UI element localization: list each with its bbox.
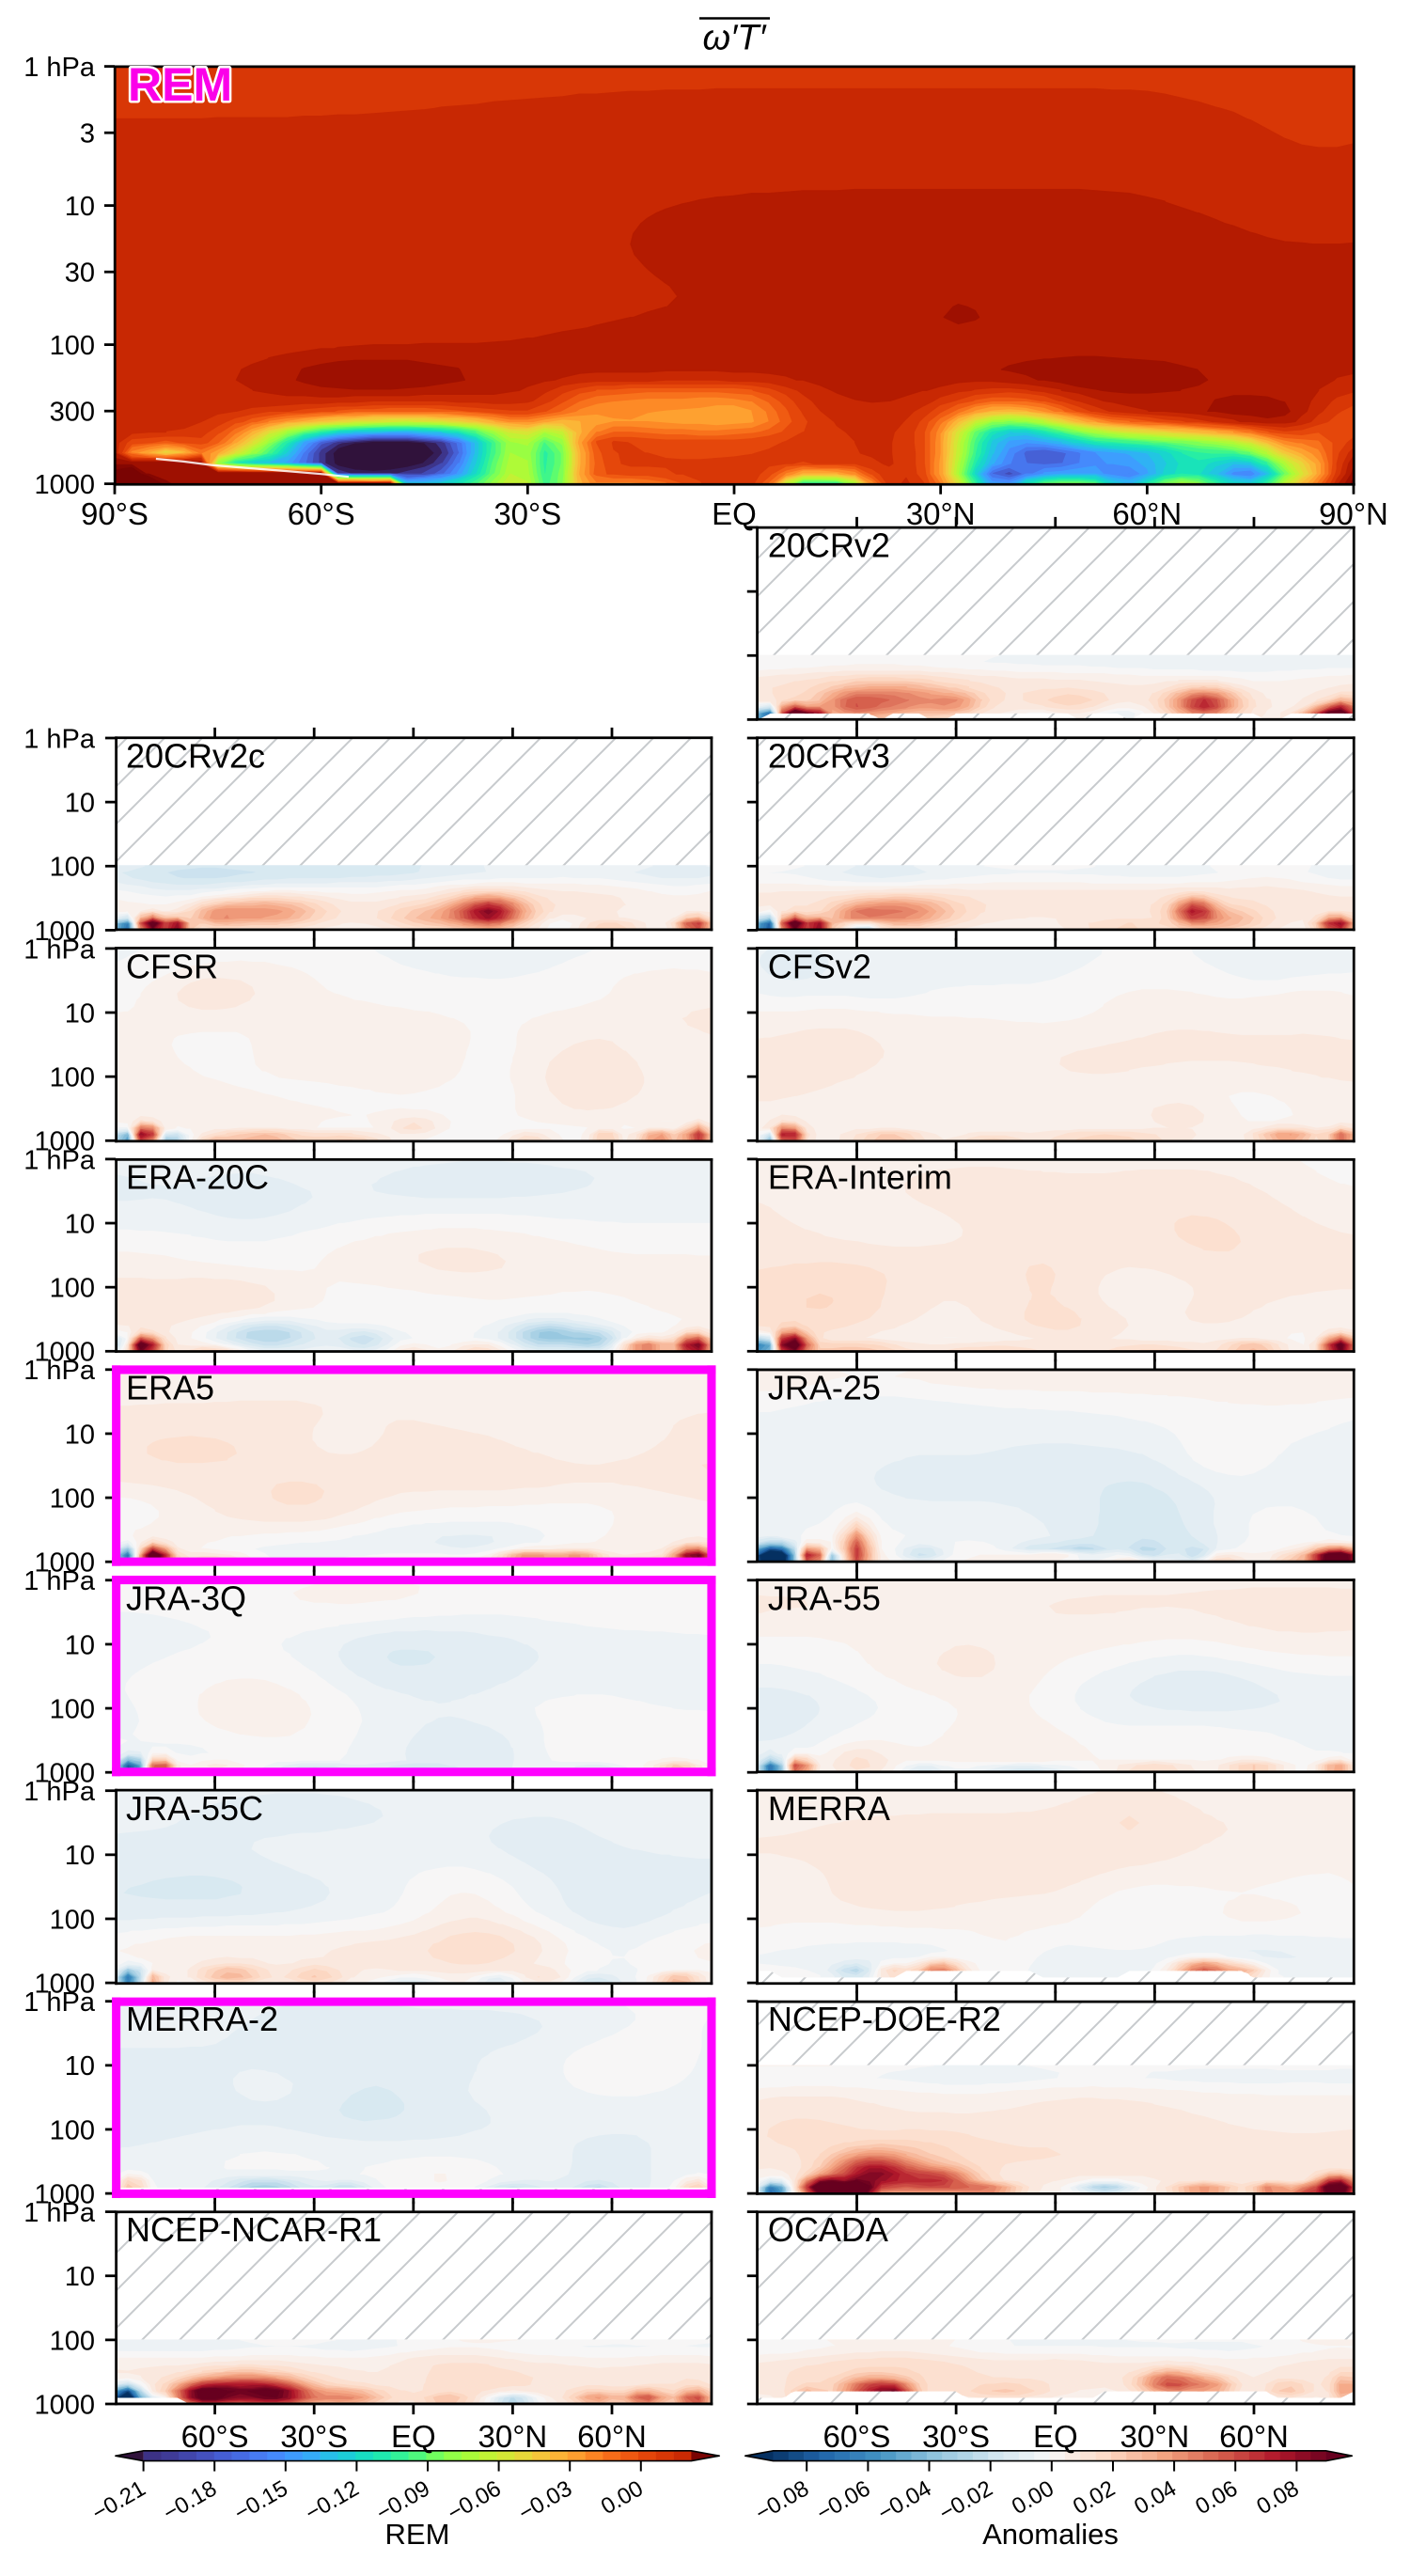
svg-text:10: 10	[65, 192, 95, 222]
svg-text:90°S: 90°S	[81, 496, 149, 531]
svg-text:100: 100	[50, 2115, 95, 2145]
svg-text:1 hPa: 1 hPa	[24, 935, 96, 965]
svg-text:CFSR: CFSR	[126, 947, 218, 985]
svg-text:1000: 1000	[34, 1759, 95, 1789]
svg-text:1000: 1000	[34, 917, 95, 947]
svg-text:1000: 1000	[34, 1548, 95, 1579]
svg-text:1 hPa: 1 hPa	[24, 1566, 96, 1596]
svg-text:1 hPa: 1 hPa	[24, 53, 96, 83]
svg-text:100: 100	[50, 1274, 95, 1304]
svg-text:EQ: EQ	[391, 2419, 436, 2454]
svg-text:−0.21: −0.21	[88, 2475, 150, 2526]
svg-text:90°N: 90°N	[1319, 496, 1388, 531]
svg-text:10: 10	[65, 1420, 95, 1450]
svg-text:1000: 1000	[34, 2390, 95, 2420]
svg-text:MERRA: MERRA	[768, 1789, 890, 1828]
svg-text:−0.04: −0.04	[873, 2475, 935, 2526]
svg-text:OCADA: OCADA	[768, 2210, 888, 2249]
svg-text:−0.06: −0.06	[812, 2475, 874, 2526]
svg-text:60°N: 60°N	[577, 2419, 647, 2454]
svg-text:30°S: 30°S	[922, 2419, 990, 2454]
svg-text:0.06: 0.06	[1191, 2475, 1242, 2520]
svg-text:100: 100	[50, 2326, 95, 2356]
svg-text:EQ: EQ	[712, 496, 757, 531]
svg-text:−0.12: −0.12	[301, 2475, 363, 2526]
svg-text:100: 100	[50, 1695, 95, 1725]
svg-text:20CRv3: 20CRv3	[768, 737, 890, 776]
svg-text:0.00: 0.00	[597, 2475, 648, 2520]
svg-text:−0.06: −0.06	[444, 2475, 506, 2526]
svg-text:100: 100	[50, 331, 95, 361]
svg-text:1000: 1000	[34, 470, 95, 500]
svg-text:60°S: 60°S	[288, 496, 355, 531]
svg-text:ERA-20C: ERA-20C	[126, 1157, 269, 1196]
svg-text:10: 10	[65, 1630, 95, 1660]
svg-text:0.08: 0.08	[1252, 2475, 1303, 2520]
svg-text:100: 100	[50, 853, 95, 883]
svg-text:1000: 1000	[34, 1970, 95, 2000]
svg-text:100: 100	[50, 1063, 95, 1093]
svg-text:−0.03: −0.03	[514, 2475, 576, 2526]
svg-text:1000: 1000	[34, 1338, 95, 1368]
svg-text:20CRv2c: 20CRv2c	[126, 737, 265, 776]
svg-text:REM: REM	[128, 58, 232, 111]
svg-text:ERA5: ERA5	[126, 1368, 214, 1406]
svg-text:NCEP-DOE-R2: NCEP-DOE-R2	[768, 2000, 1001, 2038]
svg-text:REM: REM	[385, 2518, 450, 2551]
svg-text:1 hPa: 1 hPa	[24, 724, 96, 754]
svg-text:1 hPa: 1 hPa	[24, 1987, 96, 2018]
svg-text:JRA-55: JRA-55	[768, 1579, 881, 1617]
svg-text:1 hPa: 1 hPa	[24, 1356, 96, 1386]
svg-text:10: 10	[65, 998, 95, 1029]
svg-text:60°N: 60°N	[1219, 2419, 1289, 2454]
svg-text:10: 10	[65, 1209, 95, 1239]
svg-text:100: 100	[50, 1484, 95, 1515]
svg-text:1 hPa: 1 hPa	[24, 1145, 96, 1175]
svg-text:−0.15: −0.15	[230, 2475, 292, 2526]
svg-text:60°S: 60°S	[181, 2419, 249, 2454]
svg-text:NCEP-NCAR-R1: NCEP-NCAR-R1	[126, 2210, 382, 2249]
svg-text:Anomalies: Anomalies	[982, 2518, 1119, 2551]
svg-text:30°N: 30°N	[1120, 2419, 1190, 2454]
svg-text:ERA-Interim: ERA-Interim	[768, 1157, 952, 1196]
svg-text:JRA-25: JRA-25	[768, 1368, 881, 1406]
svg-text:100: 100	[50, 1905, 95, 1935]
svg-text:10: 10	[65, 2262, 95, 2292]
svg-text:1 hPa: 1 hPa	[24, 2198, 96, 2228]
svg-text:JRA-3Q: JRA-3Q	[126, 1579, 246, 1617]
svg-text:1 hPa: 1 hPa	[24, 1777, 96, 1807]
svg-text:10: 10	[65, 1841, 95, 1871]
svg-text:30°S: 30°S	[494, 496, 561, 531]
svg-text:300: 300	[50, 398, 95, 428]
svg-text:JRA-55C: JRA-55C	[126, 1789, 263, 1828]
svg-text:30: 30	[65, 259, 95, 289]
svg-text:MERRA-2: MERRA-2	[126, 2000, 278, 2038]
svg-text:CFSv2: CFSv2	[768, 947, 871, 985]
svg-text:1000: 1000	[34, 1127, 95, 1157]
svg-text:ω′T′: ω′T′	[702, 19, 767, 58]
svg-text:3: 3	[80, 119, 95, 149]
svg-text:0.02: 0.02	[1069, 2475, 1120, 2520]
svg-text:30°N: 30°N	[478, 2419, 548, 2454]
svg-text:60°S: 60°S	[823, 2419, 891, 2454]
svg-text:30°S: 30°S	[280, 2419, 348, 2454]
svg-text:0.04: 0.04	[1130, 2475, 1181, 2520]
svg-text:EQ: EQ	[1033, 2419, 1078, 2454]
svg-text:10: 10	[65, 789, 95, 819]
svg-text:30°N: 30°N	[906, 496, 976, 531]
svg-text:−0.18: −0.18	[159, 2475, 221, 2526]
svg-text:20CRv2: 20CRv2	[768, 526, 890, 565]
svg-text:10: 10	[65, 2051, 95, 2081]
svg-text:0.00: 0.00	[1008, 2475, 1058, 2520]
svg-text:60°N: 60°N	[1112, 496, 1182, 531]
svg-text:1000: 1000	[34, 2180, 95, 2210]
svg-text:−0.08: −0.08	[751, 2475, 813, 2526]
